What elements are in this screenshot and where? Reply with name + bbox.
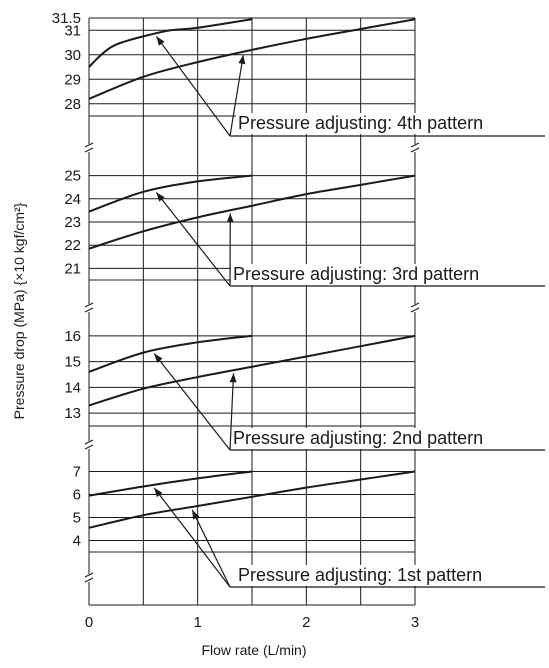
axis-break-mark	[84, 307, 94, 313]
y-tick-label: 22	[64, 237, 81, 254]
y-tick-label: 21	[64, 260, 81, 277]
series-line	[88, 174, 253, 213]
axis-break-mark	[410, 307, 420, 313]
x-tick-label: 2	[302, 614, 310, 631]
axis-break-gap	[409, 304, 421, 312]
axis-break-mark	[84, 572, 94, 578]
series-line	[88, 334, 416, 407]
callout-background	[236, 113, 546, 134]
y-tick-label: 15	[64, 354, 81, 371]
x-tick-label: 1	[193, 614, 201, 631]
y-tick-label: 24	[64, 191, 81, 208]
x-axis-label: Flow rate (L/min)	[201, 642, 306, 658]
y-tick-label: 31.5	[52, 10, 81, 27]
callout-arrowhead	[238, 54, 246, 65]
callout-arrowhead	[229, 373, 237, 383]
y-tick-label: 31	[64, 22, 81, 39]
series-line	[88, 334, 253, 373]
series-line	[88, 174, 416, 250]
callout-arrowhead	[192, 509, 200, 520]
callout-arrow	[229, 373, 235, 451]
callout-arrow	[155, 36, 231, 137]
y-tick-label: 25	[64, 168, 81, 185]
y-tick-label: 4	[73, 533, 81, 550]
axis-break-mark	[410, 142, 420, 148]
axis-break-gap	[83, 441, 95, 449]
axis-break-mark	[84, 444, 94, 450]
y-tick-label: 30	[64, 47, 81, 64]
x-tick-label: 0	[85, 614, 93, 631]
axis-break-mark	[410, 147, 420, 153]
axis-break-gap	[83, 144, 95, 152]
y-tick-label: 28	[64, 96, 81, 113]
callout-arrowhead	[154, 487, 163, 498]
axis-break-mark	[84, 439, 94, 445]
series-line	[88, 18, 253, 68]
callout-arrowhead	[156, 192, 165, 202]
callout-arrow	[153, 353, 231, 451]
y-tick-label: 6	[73, 487, 81, 504]
curves	[88, 18, 416, 529]
y-axis-label: Pressure drop (MPa) {×10 kgf/cm²}	[11, 202, 27, 419]
y-tick-label: 7	[73, 464, 81, 481]
axis-break-mark	[84, 147, 94, 153]
axis-break-mark	[84, 142, 94, 148]
callout-arrow	[155, 191, 231, 287]
axis-break-mark	[84, 577, 94, 583]
y-tick-label: 29	[64, 71, 81, 88]
axis-break-mark	[410, 302, 420, 308]
y-tick-label: 5	[73, 510, 81, 527]
callout-arrow	[229, 54, 244, 137]
y-tick-label: 14	[64, 379, 81, 396]
pattern-annotation: Pressure adjusting: 2nd pattern	[233, 428, 483, 448]
callout-arrow	[153, 487, 231, 588]
series-line	[88, 18, 416, 100]
axis-break-mark	[84, 302, 94, 308]
pattern-annotation: Pressure adjusting: 1st pattern	[238, 565, 482, 585]
callout-arrow	[191, 509, 231, 588]
callout-background	[236, 565, 546, 586]
callouts: Pressure adjusting: 4th pattern Pressure …	[153, 36, 546, 588]
pattern-annotation: Pressure adjusting: 3rd pattern	[233, 264, 479, 284]
callout-arrowhead	[156, 36, 165, 46]
x-tick-label: 3	[411, 614, 419, 631]
series-line	[88, 470, 253, 497]
callout-arrowhead	[226, 213, 234, 223]
callout-background	[231, 428, 541, 449]
callout-arrowhead	[154, 353, 163, 363]
y-tick-label: 13	[64, 405, 81, 422]
axis-break-gap	[83, 304, 95, 312]
axis-break-gap	[409, 144, 421, 152]
series-line	[88, 470, 416, 529]
pattern-annotation: Pressure adjusting: 4th pattern	[238, 113, 483, 133]
axis-break-gap	[83, 574, 95, 582]
y-tick-label: 23	[64, 214, 81, 231]
callout-background	[231, 264, 541, 285]
y-tick-label: 16	[64, 328, 81, 345]
